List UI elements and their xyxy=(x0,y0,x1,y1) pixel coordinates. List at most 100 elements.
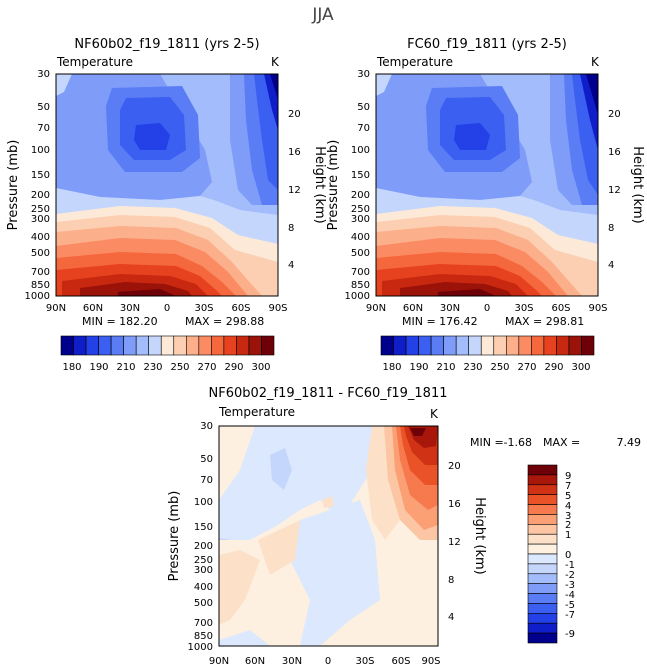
colorbar-tick-label: 230 xyxy=(143,362,162,373)
panel-diff-min-label: MIN = xyxy=(470,436,504,449)
colorbar-swatch xyxy=(393,335,407,356)
colorbar-swatch xyxy=(261,335,275,356)
y-tick-label: 30 xyxy=(37,69,50,80)
colorbar-tick-label: -5 xyxy=(565,600,575,611)
colorbar-swatch xyxy=(493,335,507,356)
panel-right-min: MIN = 176.42 xyxy=(402,315,478,328)
panel-diff-height-ticks: 4 8 12 16 20 xyxy=(448,461,461,623)
y-tick-label: 400 xyxy=(194,582,213,593)
y-tick-label: 150 xyxy=(194,522,213,533)
colorbar-swatch xyxy=(430,335,444,356)
colorbar-swatch xyxy=(418,335,432,356)
colorbar-tick-label: 290 xyxy=(224,362,243,373)
colorbar-diff-labels: 9 7 5 4 3 2 1 0 -1 -2 -3 -4 -5 -7 -9 xyxy=(565,471,575,640)
y-tick-label: 700 xyxy=(31,267,50,278)
colorbar-tick-label: 190 xyxy=(89,362,108,373)
panel-left-max: MAX = 298.88 xyxy=(185,315,264,328)
panel-left-frame xyxy=(55,73,279,297)
colorbar-swatch xyxy=(198,335,212,356)
x-tick-label: 60N xyxy=(245,656,265,667)
colorbar-swatch xyxy=(527,632,558,644)
contour-fill-band-21 xyxy=(376,74,392,96)
contour-fill-band-8 xyxy=(219,550,260,625)
contour-fill-band-10 xyxy=(586,74,598,115)
colorbar-swatch xyxy=(527,553,558,565)
colorbar-swatch xyxy=(123,335,137,356)
panel-left: NF60b02_f19_1811 (yrs 2-5) Temperature K xyxy=(6,37,327,373)
y-tick-label: 250 xyxy=(351,204,370,215)
x-tick-label: 90S xyxy=(421,656,440,667)
panel-left-ylabel: Pressure (mb) xyxy=(6,140,21,231)
colorbar-swatch xyxy=(531,335,545,356)
y-tick-label: 1000 xyxy=(25,291,50,302)
panel-diff-units: K xyxy=(430,407,439,421)
colorbar-diff xyxy=(527,464,558,644)
colorbar-swatch xyxy=(568,335,582,356)
panel-left-x-ticks: 90N 60N 30N 0 30S 60S 90S xyxy=(46,303,288,314)
y-tick-label: 50 xyxy=(37,102,50,113)
height-tick-label: 16 xyxy=(288,147,301,158)
y-tick-label: 500 xyxy=(351,248,370,259)
y-tick-label: 1000 xyxy=(188,642,213,653)
contour-fill-band-20 xyxy=(118,289,176,296)
y-tick-label: 70 xyxy=(37,123,50,134)
y-tick-label: 70 xyxy=(200,475,213,486)
x-tick-label: 60N xyxy=(403,303,423,314)
height-tick-label: 20 xyxy=(608,109,621,120)
colorbar-swatch xyxy=(527,494,558,505)
height-tick-label: 4 xyxy=(288,260,294,271)
height-tick-label: 20 xyxy=(288,109,301,120)
x-tick-label: 0 xyxy=(484,303,490,314)
x-tick-label: 30S xyxy=(194,303,213,314)
x-tick-label: 90N xyxy=(46,303,66,314)
colorbar-swatch xyxy=(581,335,595,356)
contour-fill-band-12 xyxy=(322,496,334,508)
colorbar-swatch xyxy=(468,335,482,356)
colorbar-swatch xyxy=(148,335,162,356)
height-tick-label: 20 xyxy=(448,461,461,472)
colorbar-swatch xyxy=(173,335,187,356)
colorbar-tick-label: 9 xyxy=(565,471,571,482)
x-tick-label: 30N xyxy=(120,303,140,314)
colorbar-swatch xyxy=(380,335,394,356)
y-tick-label: 30 xyxy=(357,69,370,80)
height-tick-label: 4 xyxy=(608,260,614,271)
panel-right-ylabel: Pressure (mb) xyxy=(326,140,341,231)
height-tick-label: 8 xyxy=(608,223,614,234)
panel-right-units: K xyxy=(591,55,600,69)
colorbar-swatch xyxy=(248,335,262,356)
y-tick-label: 700 xyxy=(194,618,213,629)
panel-right-height-label: Height (km) xyxy=(630,146,645,223)
colorbar-tick-label: 270 xyxy=(197,362,216,373)
panel-right-contours xyxy=(376,74,598,296)
panel-diff-min-value: -1.68 xyxy=(504,436,532,449)
height-tick-label: 8 xyxy=(448,575,454,586)
colorbar-tick-label: -1 xyxy=(565,560,575,571)
y-tick-label: 400 xyxy=(31,232,50,243)
contour-fill-band-20 xyxy=(438,289,496,296)
colorbar-swatch xyxy=(443,335,457,356)
panel-right-field-label: Temperature xyxy=(376,55,453,69)
colorbar-tick-label: 180 xyxy=(382,362,401,373)
colorbar-tick-label: 190 xyxy=(409,362,428,373)
x-tick-label: 30N xyxy=(282,656,302,667)
x-tick-label: 90N xyxy=(209,656,229,667)
colorbar-tick-label: 4 xyxy=(565,501,571,512)
colorbar-swatch xyxy=(527,533,558,545)
y-tick-label: 1000 xyxy=(345,291,370,302)
colorbar-swatch xyxy=(527,484,558,495)
panel-left-height-label: Height (km) xyxy=(312,146,327,223)
x-tick-label: 30N xyxy=(440,303,460,314)
colorbar-tick-label: 0 xyxy=(565,550,571,561)
y-tick-label: 300 xyxy=(31,214,50,225)
y-tick-label: 100 xyxy=(31,145,50,156)
colorbar-swatch xyxy=(527,524,558,535)
colorbar-swatch xyxy=(527,603,558,614)
x-tick-label: 60N xyxy=(83,303,103,314)
colorbar-tick-label: 270 xyxy=(517,362,536,373)
colorbar-tick-label: -2 xyxy=(565,570,575,581)
colorbar-swatch xyxy=(223,335,237,356)
x-tick-label: 90S xyxy=(268,303,287,314)
panel-diff-max-value: 7.49 xyxy=(617,436,642,449)
